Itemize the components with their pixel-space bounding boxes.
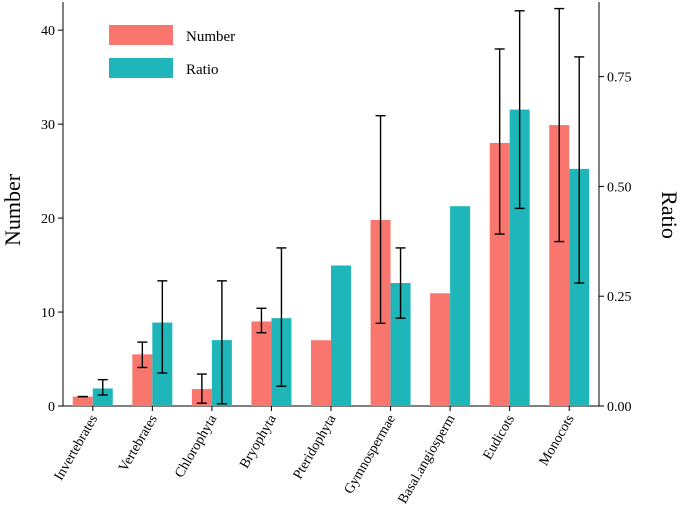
y2-axis-title: Ratio (657, 191, 681, 239)
x-tick-label-invertebrates: Invertebrates (52, 413, 102, 484)
y2-tick-label: 0.50 (607, 180, 632, 195)
x-tick-label-vertebrates: Vertebrates (116, 413, 160, 475)
y-tick-label: 10 (41, 306, 55, 321)
x-tick-label-chlorophyta: Chlorophyta (172, 412, 220, 481)
y2-tick-label: 0.25 (607, 290, 632, 305)
y2-tick-label: 0.75 (607, 71, 632, 86)
bar-number-pteridophyta (311, 340, 331, 406)
bar-number-invertebrates (72, 396, 93, 406)
y-axis-title: Number (0, 173, 25, 246)
bar-number-bryophyta (251, 321, 272, 406)
y-tick-label: 20 (41, 212, 55, 227)
legend-swatch-number (109, 25, 173, 45)
bar-ratio-eudicots (509, 109, 530, 406)
bar-ratio-basal-angiosperm (450, 206, 471, 406)
bar-ratio-monocots (569, 168, 590, 406)
bar-number-monocots (549, 125, 570, 406)
y-tick-label: 0 (48, 400, 55, 415)
legend-label-number: Number (186, 29, 235, 45)
x-tick-label-basal-angiosperm: Basal.angiosperm (396, 412, 459, 506)
y-tick-label: 30 (41, 118, 55, 133)
y-tick-label: 40 (41, 24, 55, 39)
bar-ratio-gymnospermae (390, 283, 411, 406)
legend-label-ratio: Ratio (186, 62, 219, 78)
legend: Number Ratio (109, 25, 235, 78)
x-tick-label-eudicots: Eudicots (481, 413, 518, 463)
x-tick-label-monocots: Monocots (537, 413, 578, 469)
legend-swatch-ratio (109, 58, 173, 78)
x-tick-label-pteridophyta: Pteridophyta (291, 412, 340, 482)
bar-number-basal-angiosperm (430, 293, 451, 406)
x-tick-label-bryophyta: Bryophyta (237, 412, 280, 471)
bar-number-eudicots (489, 142, 510, 406)
bar-ratio-invertebrates (92, 388, 113, 406)
bar-ratio-pteridophyta (331, 265, 351, 406)
x-tick-label-gymnospermae: Gymnospermae (342, 413, 399, 497)
y2-tick-label: 0.00 (607, 400, 632, 415)
